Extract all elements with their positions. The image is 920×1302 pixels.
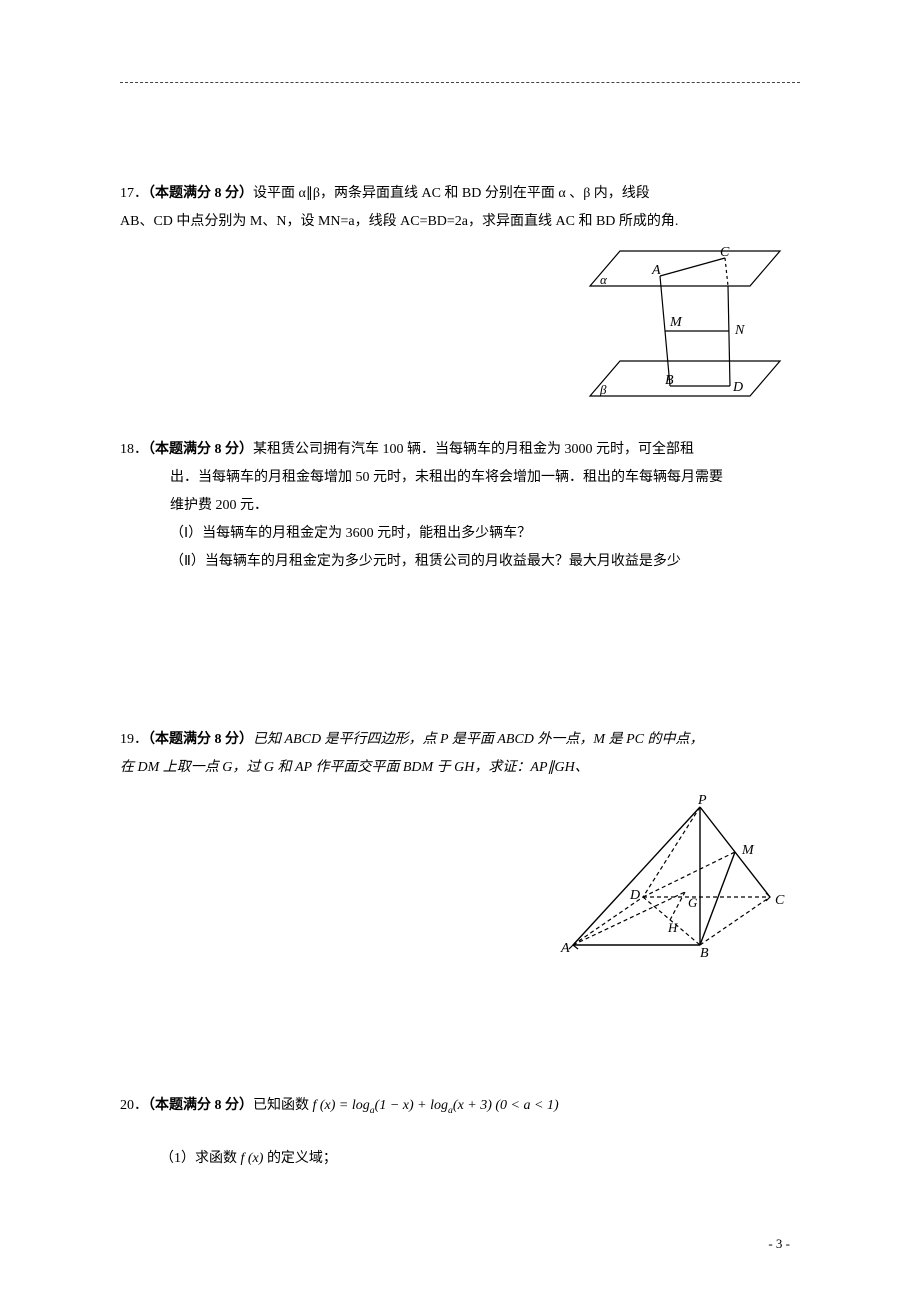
label-M: M: [741, 843, 755, 858]
label-B: B: [700, 946, 709, 961]
problem-20-line1: 20．（本题满分 8 分）已知函数 f (x) = loga(1 − x) + …: [120, 1092, 800, 1120]
problem-19: 19．（本题满分 8 分）已知 ABCD 是平行四边形，点 P 是平面 ABCD…: [120, 726, 800, 962]
label-D: D: [732, 380, 743, 395]
line-cd-solid: [728, 286, 730, 386]
figure-17-wrap: α β A C B D M N: [120, 246, 800, 406]
label-N: N: [734, 323, 745, 338]
problem-18-line2: 出．当每辆车的月租金每增加 50 元时，未租出的车将会增加一辆．租出的车每辆每月…: [120, 464, 800, 492]
problem-19-line1: 19．（本题满分 8 分）已知 ABCD 是平行四边形，点 P 是平面 ABCD…: [120, 726, 800, 754]
problem-18: 18．（本题满分 8 分）某租赁公司拥有汽车 100 辆．当每辆车的月租金为 3…: [120, 436, 800, 576]
problem-text: 已知 ABCD 是平行四边形，点 P 是平面 ABCD 外一点，M 是 PC 的…: [253, 732, 703, 747]
problem-text: 设平面 α∥β，两条异面直线 AC 和 BD 分别在平面 α 、β 内，线段: [253, 186, 650, 201]
figure-19: P A B C D M G H: [560, 792, 800, 962]
figure-19-wrap: P A B C D M G H: [120, 792, 800, 962]
problem-18-line1: 18．（本题满分 8 分）某租赁公司拥有汽车 100 辆．当每辆车的月租金为 3…: [120, 436, 800, 464]
problem-18-line3: 维护费 200 元．: [120, 492, 800, 520]
problem-score: （本题满分 8 分）: [148, 732, 253, 747]
problem-num: 18．: [120, 442, 148, 457]
label-M: M: [669, 315, 683, 330]
problem-score: （本题满分 8 分）: [148, 442, 253, 457]
problem-text: 某租赁公司拥有汽车 100 辆．当每辆车的月租金为 3000 元时，可全部租: [253, 442, 694, 457]
problem-17: 17．（本题满分 8 分）设平面 α∥β，两条异面直线 AC 和 BD 分别在平…: [120, 180, 800, 406]
label-beta: β: [599, 382, 607, 397]
problem-17-line2: AB、CD 中点分别为 M、N，设 MN=a，线段 AC=BD=2a，求异面直线…: [120, 208, 800, 236]
edge-ag: [573, 892, 685, 945]
label-A: A: [560, 941, 570, 956]
problem-score: （本题满分 8 分）: [148, 186, 253, 201]
arrow-c: [766, 893, 770, 901]
problem-19-line2: 在 DM 上取一点 G，过 G 和 AP 作平面交平面 BDM 于 GH，求证：…: [120, 754, 800, 782]
label-C: C: [775, 893, 785, 908]
problem-18-q1: （Ⅰ）当每辆车的月租金定为 3600 元时，能租出多少辆车？: [120, 520, 800, 548]
problem-num: 19．: [120, 732, 148, 747]
problem-num: 17．: [120, 186, 148, 201]
line-cd-dash: [725, 258, 728, 286]
label-P: P: [697, 793, 707, 808]
problem-18-q2: （Ⅱ）当每辆车的月租金定为多少元时，租赁公司的月收益最大？最大月收益是多少: [120, 548, 800, 576]
page-top-rule: [120, 82, 800, 83]
label-alpha: α: [600, 272, 608, 287]
problem-num: 20．: [120, 1098, 148, 1113]
problem-20-q1: （1）求函数 f (x) 的定义域；: [120, 1145, 800, 1173]
problem-text-prefix: 已知函数: [253, 1098, 313, 1113]
label-C: C: [720, 246, 730, 260]
page-content: 17．（本题满分 8 分）设平面 α∥β，两条异面直线 AC 和 BD 分别在平…: [120, 180, 800, 1193]
problem-20: 20．（本题满分 8 分）已知函数 f (x) = loga(1 − x) + …: [120, 1092, 800, 1173]
problem-score: （本题满分 8 分）: [148, 1098, 253, 1113]
page-footer: - 3 -: [768, 1236, 790, 1252]
edge-mb: [700, 852, 735, 945]
figure-17: α β A C B D M N: [570, 246, 800, 406]
line-ac: [660, 258, 725, 276]
edge-bc: [700, 897, 770, 945]
edge-ad: [573, 897, 643, 945]
math-expr: f (x) = loga(1 − x) + loga(x + 3) (0 < a…: [313, 1098, 559, 1113]
edge-pa: [573, 807, 700, 945]
label-A: A: [651, 263, 661, 278]
problem-17-line1: 17．（本题满分 8 分）设平面 α∥β，两条异面直线 AC 和 BD 分别在平…: [120, 180, 800, 208]
plane-beta: [590, 361, 780, 396]
